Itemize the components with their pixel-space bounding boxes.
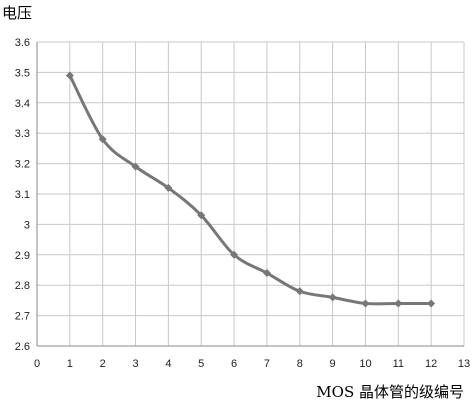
y-tick-label: 3.3 (15, 128, 30, 140)
y-tick-label: 3.6 (15, 37, 30, 49)
y-tick-label: 2.7 (15, 311, 30, 323)
x-tick-label: 10 (359, 358, 371, 370)
data-point-marker (394, 299, 403, 308)
x-tick-label: 3 (132, 358, 138, 370)
data-point-marker (131, 162, 140, 171)
y-tick-label: 3.5 (15, 67, 30, 79)
x-tick-label: 6 (231, 358, 237, 370)
data-point-marker (361, 299, 370, 308)
x-tick-label: 12 (425, 358, 437, 370)
y-axis-title: 电压 (2, 4, 33, 22)
x-tick-label: 0 (34, 358, 40, 370)
data-point-marker (295, 287, 304, 296)
series-line (68, 74, 432, 306)
data-point-marker (197, 211, 206, 220)
data-point-marker (98, 135, 107, 144)
x-tick-label: 11 (393, 358, 404, 370)
x-tick-label: 7 (264, 358, 270, 370)
data-point-marker (262, 269, 271, 278)
x-tick-label: 2 (100, 358, 106, 370)
y-tick-label: 3 (24, 219, 30, 231)
x-tick-label: 1 (67, 358, 73, 370)
y-tick-label: 3.2 (15, 159, 30, 171)
x-tick-label: 4 (165, 358, 171, 370)
x-tick-label: 9 (330, 358, 336, 370)
y-tick-label: 3.4 (15, 98, 30, 110)
y-tick-label: 2.8 (15, 280, 30, 292)
x-tick-label: 5 (198, 358, 204, 370)
x-tick-label: 8 (297, 358, 303, 370)
x-tick-label: 13 (458, 358, 470, 370)
y-tick-label: 3.1 (15, 189, 30, 201)
data-point-marker (164, 183, 173, 192)
data-point-marker (427, 299, 436, 308)
data-point-marker (328, 293, 337, 302)
x-axis-title: MOS 晶体管的级编号 (316, 383, 464, 401)
y-tick-label: 2.9 (15, 250, 30, 262)
y-tick-label: 2.6 (15, 341, 30, 353)
data-point-marker (230, 250, 239, 259)
data-point-marker (65, 71, 74, 80)
